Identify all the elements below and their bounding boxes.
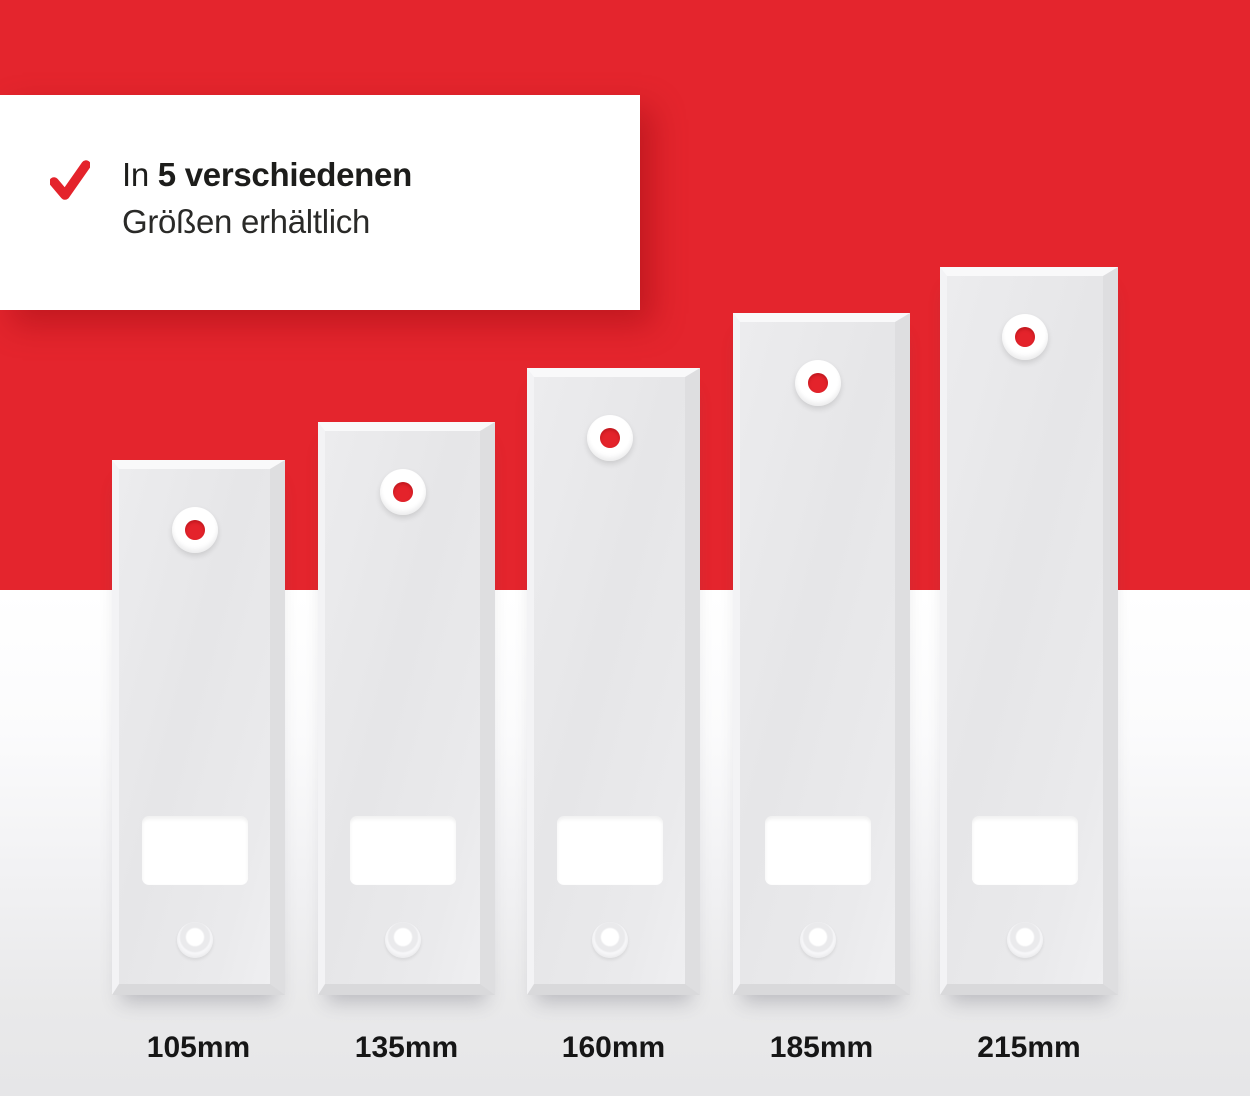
- name-window-cutout: [556, 816, 663, 884]
- name-window-cutout: [141, 816, 248, 884]
- peephole-ring: [586, 415, 633, 461]
- name-window-cutout: [764, 816, 871, 884]
- size-label: 215mm: [977, 1031, 1081, 1064]
- plate-215mm: [940, 267, 1118, 995]
- plate-185mm: [733, 313, 910, 995]
- red-dot-icon: [807, 373, 828, 393]
- peephole-ring: [171, 507, 218, 553]
- plate-135mm: [318, 422, 495, 995]
- checkmark-icon: [50, 160, 90, 200]
- size-label: 185mm: [769, 1031, 874, 1064]
- size-label: 135mm: [354, 1031, 459, 1064]
- badge-line1-bold: 5 verschiedenen: [157, 156, 412, 193]
- screw-hole: [591, 922, 628, 958]
- badge-line-1: In 5 verschiedenen: [122, 151, 412, 198]
- size-label: 160mm: [561, 1031, 666, 1064]
- name-window-cutout: [349, 816, 456, 884]
- red-dot-icon: [392, 482, 413, 502]
- plate-105mm: [112, 460, 285, 995]
- peephole-ring: [1002, 314, 1048, 360]
- screw-hole: [1007, 922, 1043, 958]
- red-dot-icon: [599, 428, 620, 448]
- peephole-ring: [794, 360, 841, 406]
- badge-line1-prefix: In: [122, 156, 149, 193]
- peephole-ring: [379, 469, 426, 515]
- name-window-cutout: [972, 816, 1078, 884]
- red-dot-icon: [1015, 327, 1035, 347]
- red-dot-icon: [184, 520, 205, 540]
- availability-badge: In 5 verschiedenen Größen erhältlich: [0, 95, 640, 310]
- badge-line-2: Größen erhältlich: [122, 203, 371, 240]
- badge-text: In 5 verschiedenen Größen erhältlich: [122, 151, 412, 245]
- screw-hole: [384, 922, 421, 958]
- screw-hole: [176, 922, 213, 958]
- size-label: 105mm: [146, 1031, 251, 1064]
- plate-160mm: [527, 368, 700, 995]
- screw-hole: [799, 922, 836, 958]
